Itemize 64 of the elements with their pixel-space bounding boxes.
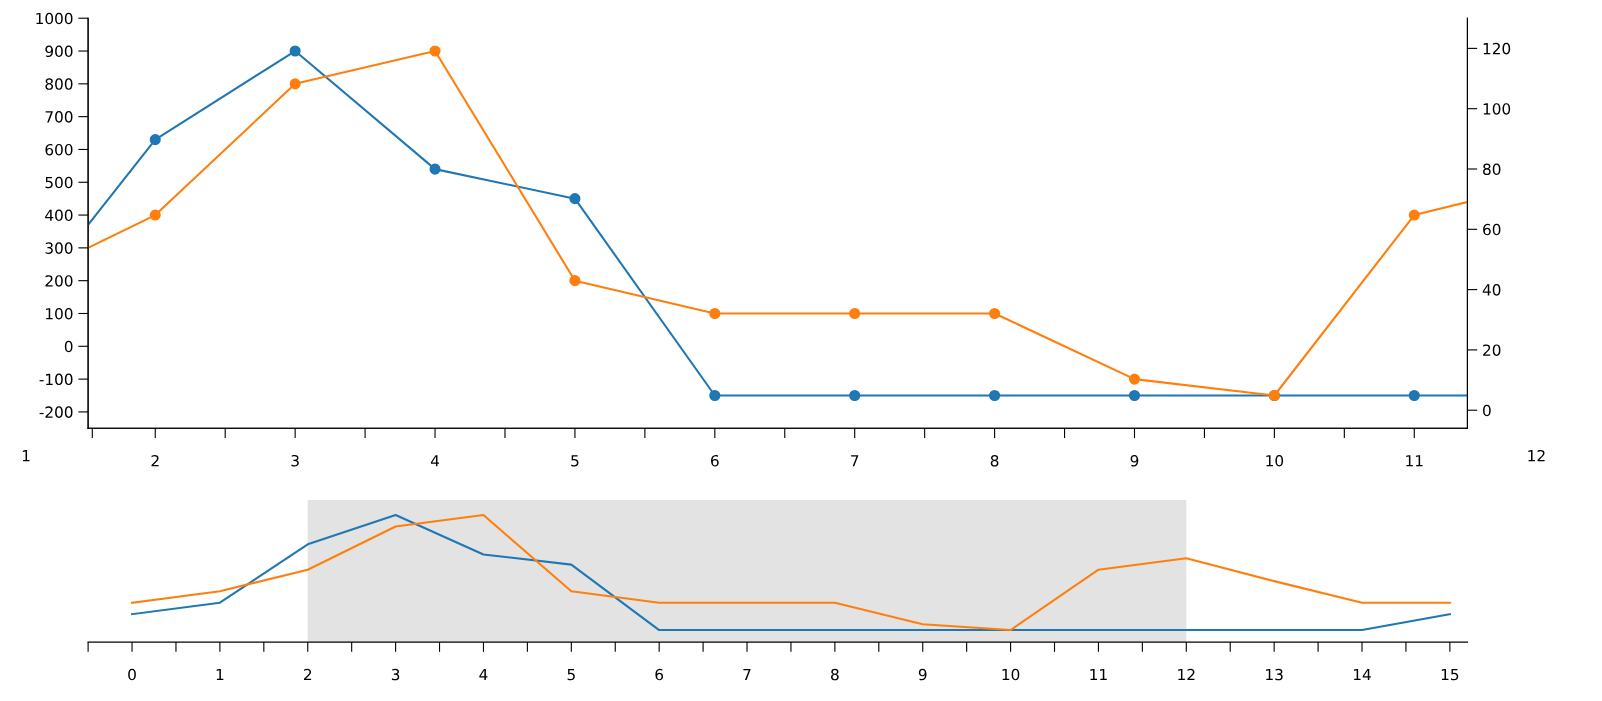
y-tick-label: 0 <box>64 340 73 353</box>
x-tick-label: 10 <box>1002 668 1020 681</box>
point <box>289 78 301 90</box>
x-tick-label: 4 <box>479 668 488 681</box>
x-tick-label: 6 <box>655 668 664 681</box>
x-tick-label: 7 <box>851 455 859 467</box>
y-tick-label: 700 <box>45 111 73 123</box>
y-tick-label: 400 <box>45 209 73 222</box>
point <box>1128 373 1141 385</box>
point <box>429 45 441 57</box>
x-tick-label: 9 <box>1130 454 1139 467</box>
x-tick-label: 4 <box>430 455 440 467</box>
y-tick-label: 300 <box>45 242 73 254</box>
x-tick-label: 5 <box>571 455 579 467</box>
y2-tick-label: 80 <box>1483 163 1501 176</box>
x-tick-label: 11 <box>1406 455 1423 467</box>
point <box>1408 209 1420 221</box>
x-tick-label: 11 <box>1090 668 1107 681</box>
x-tick-label: 2 <box>151 454 159 467</box>
x-tick-label: 13 <box>1266 668 1283 681</box>
x-tick-label: 2 <box>304 668 312 681</box>
x-tick-label: 9 <box>918 668 927 681</box>
y2-tick-label: 20 <box>1483 344 1501 356</box>
x-tick-label: 6 <box>711 454 719 467</box>
point <box>1408 389 1420 402</box>
y2-tick-label: 120 <box>1483 42 1511 55</box>
x-tick-label: 3 <box>391 668 400 681</box>
point <box>989 307 1001 320</box>
x-tick-label: 1 <box>216 668 224 681</box>
x-tick-label: 14 <box>1353 668 1371 681</box>
y-tick-label: 500 <box>45 176 73 189</box>
y2-tick-label: 0 <box>1483 404 1491 417</box>
x-tick-label: 5 <box>567 668 575 681</box>
x-tick-label: 8 <box>831 668 839 681</box>
y-tick-label: 800 <box>45 78 73 90</box>
point <box>569 275 581 287</box>
y-tick-label: 600 <box>45 143 73 156</box>
x-tick-label: 7 <box>743 668 751 681</box>
y2-tick-label: 40 <box>1482 284 1501 296</box>
point <box>989 389 1001 402</box>
y2-tick-label: 100 <box>1483 103 1511 115</box>
x-tick-label: 3 <box>291 454 299 467</box>
point <box>849 307 861 320</box>
point <box>429 163 441 175</box>
x-tick-label: 0 <box>128 668 136 681</box>
x-tick-label: 12 <box>1178 668 1195 681</box>
x-tick-label: 15 <box>1441 668 1459 681</box>
y-tick-label: 100 <box>46 307 73 320</box>
point <box>149 209 161 221</box>
y-tick-label: -200 <box>39 406 73 418</box>
point <box>709 307 721 320</box>
y2-tick-label: 60 <box>1483 223 1501 236</box>
point <box>569 193 581 205</box>
y-tick-label: -100 <box>39 373 73 386</box>
x-tick-label: 10 <box>1266 454 1284 467</box>
y-tick-label: 1000 <box>36 12 73 25</box>
x-tick-label: 8 <box>990 454 999 467</box>
y-tick-label: 900 <box>45 45 73 58</box>
point <box>149 134 161 146</box>
point <box>849 389 861 402</box>
point <box>1128 389 1141 402</box>
y-tick-label: 200 <box>45 275 73 287</box>
point <box>709 389 721 402</box>
point <box>289 45 301 57</box>
